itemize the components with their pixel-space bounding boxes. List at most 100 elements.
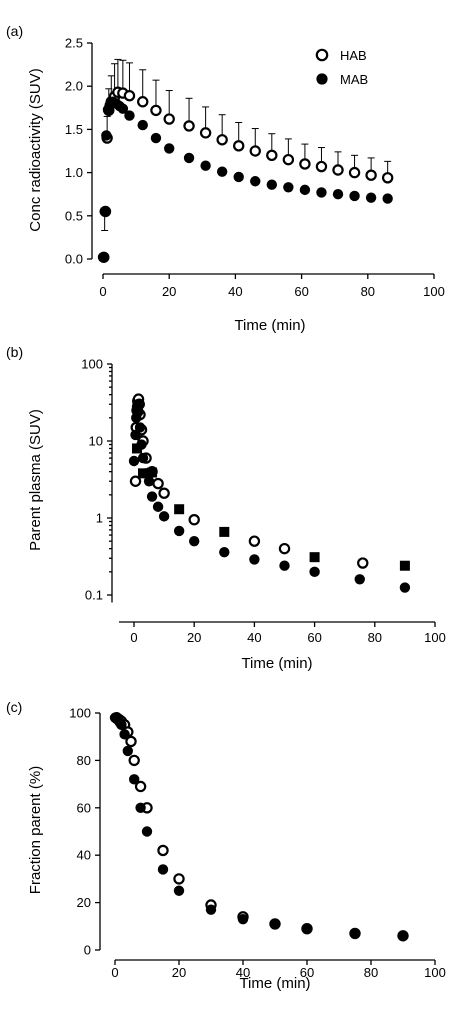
data-point-open-circle <box>332 164 344 176</box>
data-point-open-circle <box>348 166 361 179</box>
data-point-filled-circle <box>233 171 244 183</box>
data-point-open-circle <box>163 113 175 125</box>
series-series-2 <box>132 443 410 571</box>
data-point-filled-circle <box>132 399 143 410</box>
y-axis: 0.1 1 10 100 <box>81 357 113 603</box>
y-tick-label: 2.0 <box>65 79 83 94</box>
data-point-open-circle <box>299 158 311 170</box>
legend-label-mab: MAB <box>340 72 368 87</box>
y-axis-title-a: Conc radioactivity (SUV) <box>27 68 44 231</box>
data-point-filled-circle <box>134 422 146 433</box>
data-point-open-circle <box>129 475 142 487</box>
x-tick-label: 0 <box>111 965 118 980</box>
y-axis-title-b: Parent plasma (SUV) <box>27 409 44 551</box>
data-point-filled-circle <box>365 192 377 203</box>
y-tick-label: 0 <box>84 943 91 958</box>
x-tick-label: 100 <box>424 630 446 645</box>
y-tick-label: 1.0 <box>65 165 83 180</box>
x-tick-label: 40 <box>247 630 261 645</box>
data-point-filled-circle <box>116 719 127 731</box>
data-point-filled-circle <box>117 103 129 114</box>
y-tick-label: 1 <box>96 511 103 526</box>
data-point-filled-circle <box>146 491 158 502</box>
data-point-filled-circle <box>158 511 170 522</box>
data-point-filled-circle <box>135 802 146 813</box>
data-point-filled-circle <box>354 574 365 585</box>
x-tick-label: 0 <box>130 630 137 645</box>
data-point-filled-circle <box>124 110 135 121</box>
series-series-0 <box>110 712 409 942</box>
y-axis: 0 20 40 60 80 100 <box>69 706 101 958</box>
data-point-filled-circle <box>219 546 230 558</box>
data-point-open-circle <box>199 127 212 139</box>
data-point-open-circle <box>157 844 169 857</box>
x-tick-label: 60 <box>307 630 321 645</box>
series-hab <box>98 86 394 263</box>
data-point-filled-circle <box>130 429 141 441</box>
data-point-filled-circle <box>205 904 217 915</box>
data-point-filled-circle <box>269 918 281 930</box>
x-axis-title-c: Time (min) <box>239 975 310 992</box>
data-point-open-circle <box>123 90 136 102</box>
data-point-filled-circle <box>301 923 313 934</box>
data-point-filled-circle <box>129 774 140 785</box>
data-point-filled-circle <box>332 189 344 200</box>
panel-c: (c) Fraction parent (%) Time (min) 0 20 40… <box>6 699 446 992</box>
y-tick-label: 1.5 <box>65 122 83 137</box>
series-series-1 <box>109 712 409 941</box>
data-point-open-circle <box>278 542 291 555</box>
data-point-filled-circle <box>279 560 290 571</box>
data-point-filled-circle <box>99 206 110 217</box>
x-tick-label: 0 <box>99 284 106 299</box>
data-point-open-circle <box>365 169 377 181</box>
x-axis: 0 20 40 60 80 100 <box>111 959 446 980</box>
y-tick-label: 0.5 <box>65 208 83 223</box>
data-point-open-circle <box>125 735 137 748</box>
x-axis-title-a: Time (min) <box>234 317 305 334</box>
data-point-filled-circle <box>237 913 249 925</box>
data-point-filled-circle <box>399 582 411 593</box>
panel-label-b: (b) <box>6 344 23 360</box>
data-point-filled-circle <box>128 455 140 467</box>
plot-area <box>128 393 411 593</box>
y-tick-label: 0.1 <box>85 588 103 603</box>
legend-a: HAB MAB <box>315 48 368 87</box>
legend-label-hab: HAB <box>340 48 367 63</box>
data-point-filled-square <box>138 468 149 479</box>
data-point-open-circle <box>183 120 195 132</box>
y-tick-label: 40 <box>77 848 91 863</box>
data-point-open-circle <box>150 104 162 117</box>
data-point-filled-circle <box>183 152 195 164</box>
y-tick-label: 2.5 <box>65 36 83 51</box>
data-point-open-circle <box>188 514 200 526</box>
legend-marker-mab <box>316 73 328 85</box>
x-tick-label: 40 <box>236 965 250 980</box>
panel-a: (a) Conc radioactivity (SUV) Time (min) … <box>6 23 445 334</box>
data-point-filled-circle <box>141 826 153 837</box>
data-point-open-circle <box>173 873 185 885</box>
data-point-filled-circle <box>283 182 294 193</box>
data-point-open-circle <box>381 172 394 184</box>
data-point-filled-circle <box>150 132 162 144</box>
data-point-filled-circle <box>173 885 185 896</box>
x-tick-label: 20 <box>162 284 176 299</box>
data-point-filled-circle <box>316 187 327 198</box>
y-tick-label: 80 <box>77 753 91 768</box>
x-tick-label: 80 <box>364 965 378 980</box>
data-point-filled-circle <box>101 130 112 141</box>
plot-area <box>97 58 394 263</box>
series-series-0 <box>129 393 369 569</box>
data-point-open-circle <box>315 160 328 173</box>
data-point-filled-circle <box>173 525 185 537</box>
data-point-filled-circle <box>349 928 361 939</box>
data-point-open-circle <box>134 780 147 793</box>
x-tick-label: 40 <box>228 284 242 299</box>
data-point-filled-circle <box>349 190 360 202</box>
x-axis-title-b: Time (min) <box>241 655 312 672</box>
data-point-filled-circle <box>189 535 200 547</box>
data-point-filled-square <box>132 443 143 454</box>
panel-b: (b) Parent plasma (SUV) Time (min) 0 20 40… <box>6 344 446 672</box>
x-axis: 0 20 40 60 80 100 <box>99 273 445 299</box>
plot-area <box>109 712 409 942</box>
